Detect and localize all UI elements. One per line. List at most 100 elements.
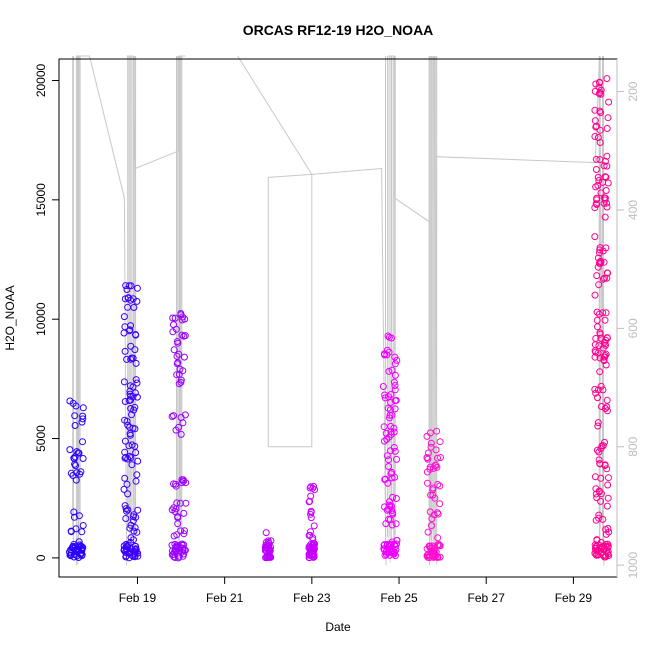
data-point bbox=[70, 513, 78, 521]
data-point bbox=[595, 456, 603, 464]
data-point bbox=[174, 339, 182, 347]
data-point bbox=[591, 385, 599, 393]
data-point bbox=[311, 486, 319, 494]
data-point bbox=[170, 548, 178, 556]
data-point bbox=[179, 313, 187, 321]
data-point bbox=[132, 331, 139, 338]
data-point bbox=[382, 429, 390, 437]
right-tick-label: 1000 bbox=[626, 551, 640, 578]
data-point bbox=[592, 183, 600, 191]
data-point bbox=[309, 484, 317, 492]
data-point bbox=[597, 86, 605, 94]
data-point bbox=[597, 90, 605, 98]
data-point bbox=[131, 346, 139, 354]
data-point bbox=[126, 390, 134, 398]
data-point bbox=[172, 547, 179, 555]
data-point bbox=[595, 259, 603, 267]
data-point bbox=[71, 453, 79, 461]
data-point bbox=[603, 465, 611, 473]
data-point bbox=[130, 511, 138, 519]
data-point bbox=[391, 541, 399, 549]
data-point bbox=[133, 297, 141, 305]
data-point bbox=[177, 378, 185, 386]
data-point bbox=[70, 454, 78, 462]
data-point bbox=[385, 548, 393, 556]
y-tick-label: 20000 bbox=[34, 63, 48, 97]
data-point bbox=[434, 510, 442, 518]
data-point bbox=[604, 540, 612, 548]
data-point bbox=[592, 389, 600, 397]
data-point bbox=[605, 474, 612, 482]
data-point bbox=[603, 152, 611, 160]
data-point bbox=[175, 350, 183, 358]
data-point bbox=[594, 173, 602, 181]
data-point bbox=[123, 286, 131, 293]
data-point bbox=[123, 507, 130, 515]
data-point bbox=[178, 548, 186, 556]
data-point bbox=[602, 309, 610, 317]
data-point bbox=[170, 346, 178, 354]
data-point bbox=[594, 394, 601, 402]
data-point bbox=[177, 414, 185, 421]
data-point bbox=[592, 80, 600, 88]
data-point bbox=[385, 501, 393, 509]
data-point bbox=[601, 405, 609, 412]
data-point bbox=[75, 538, 83, 546]
data-point bbox=[180, 353, 188, 361]
data-point bbox=[600, 194, 608, 202]
data-point bbox=[174, 359, 182, 367]
data-point bbox=[436, 500, 444, 508]
data-point bbox=[306, 497, 314, 505]
data-point bbox=[595, 177, 603, 184]
data-point bbox=[66, 397, 74, 405]
data-point bbox=[603, 274, 611, 282]
data-point bbox=[597, 497, 605, 505]
data-point bbox=[124, 549, 132, 557]
data-point bbox=[128, 354, 136, 362]
data-point bbox=[310, 553, 318, 561]
data-point bbox=[601, 213, 609, 221]
data-point bbox=[79, 404, 87, 412]
data-point bbox=[604, 494, 612, 502]
data-point bbox=[391, 386, 399, 394]
data-point bbox=[169, 314, 177, 322]
data-point bbox=[381, 476, 389, 483]
data-point bbox=[597, 334, 605, 342]
data-point bbox=[170, 321, 177, 329]
data-point bbox=[392, 520, 400, 528]
data-point bbox=[177, 527, 185, 535]
data-point bbox=[181, 527, 188, 535]
data-point bbox=[171, 314, 179, 322]
data-point bbox=[385, 456, 392, 464]
data-point bbox=[591, 133, 599, 140]
data-point bbox=[126, 453, 134, 460]
data-point bbox=[603, 203, 611, 211]
data-point bbox=[128, 551, 136, 559]
y-tick-label: 15000 bbox=[34, 183, 48, 217]
data-point bbox=[384, 332, 392, 340]
data-point bbox=[79, 522, 87, 529]
data-point bbox=[133, 379, 141, 387]
data-point bbox=[592, 155, 600, 163]
x-tick-label: Feb 19 bbox=[119, 591, 157, 605]
data-point bbox=[389, 510, 397, 518]
data-point bbox=[126, 430, 134, 438]
data-point bbox=[429, 484, 437, 492]
data-point bbox=[74, 545, 82, 553]
data-point bbox=[72, 525, 80, 533]
data-point bbox=[385, 393, 392, 401]
data-point bbox=[121, 474, 129, 482]
data-point bbox=[132, 359, 140, 367]
data-point bbox=[386, 406, 394, 414]
data-point bbox=[380, 423, 388, 431]
data-point bbox=[305, 532, 313, 539]
data-point bbox=[423, 468, 431, 476]
data-point bbox=[173, 371, 181, 379]
right-tick-label: 400 bbox=[626, 200, 640, 220]
data-point bbox=[595, 488, 603, 496]
data-point bbox=[133, 284, 141, 292]
data-point bbox=[593, 316, 601, 324]
data-point bbox=[594, 419, 602, 427]
data-point bbox=[391, 447, 399, 455]
data-point bbox=[593, 494, 601, 502]
